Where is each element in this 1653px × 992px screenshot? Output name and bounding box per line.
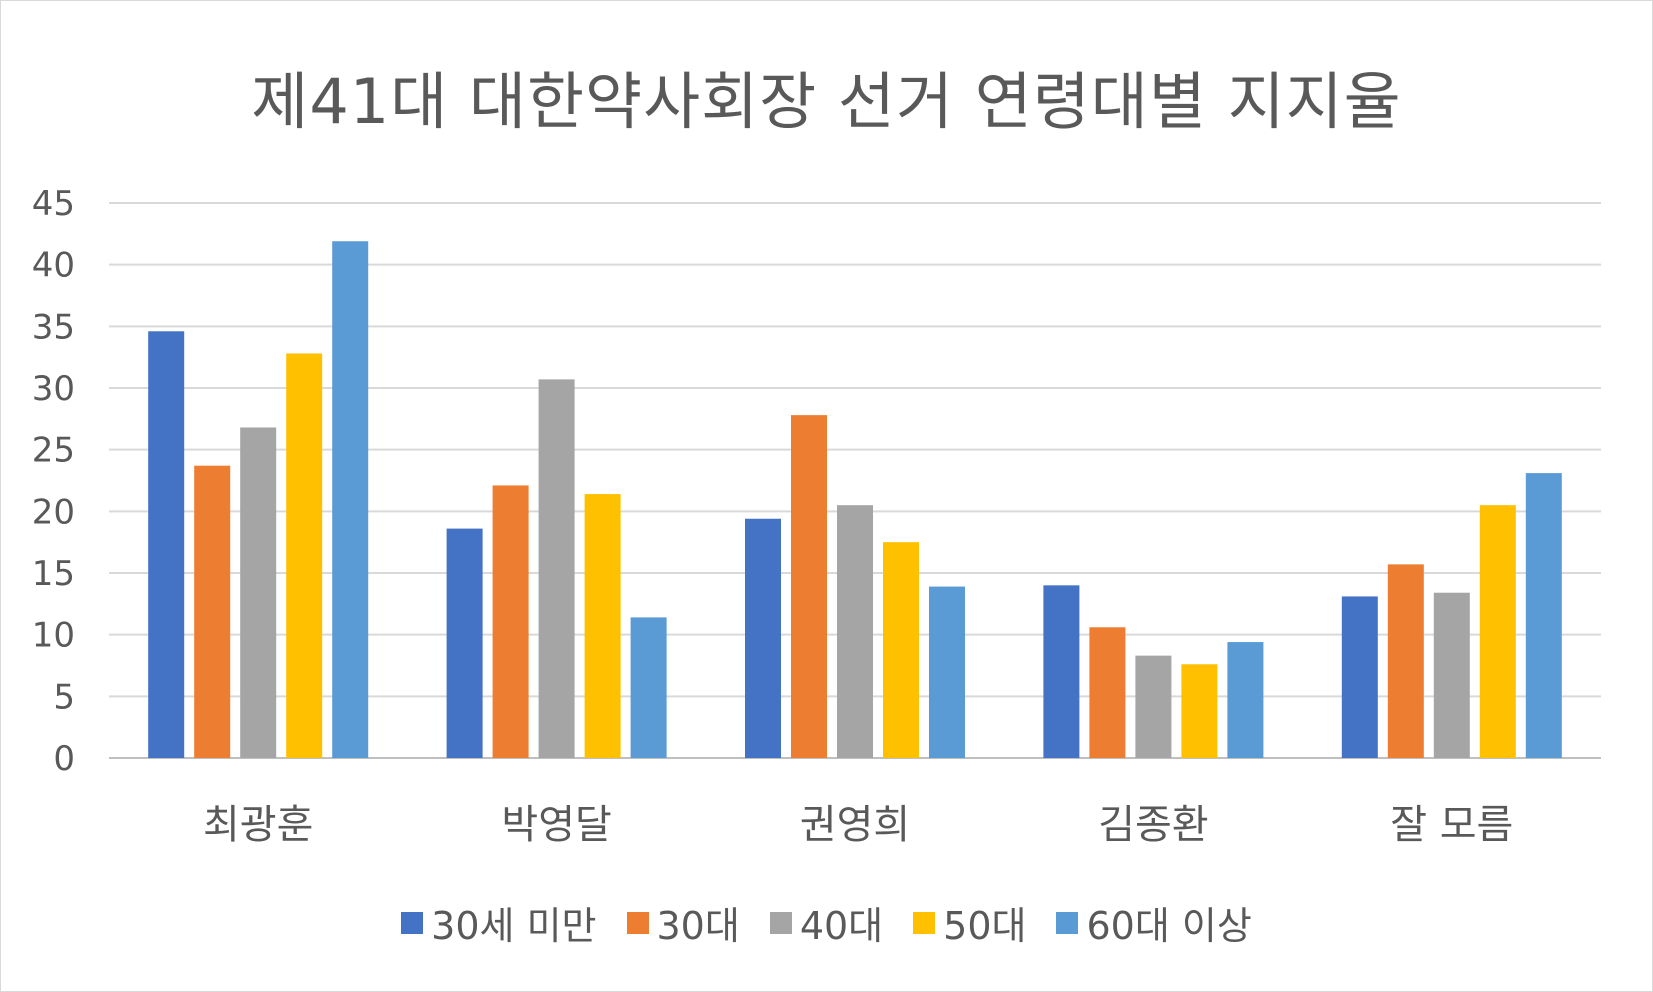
- bar: [1387, 564, 1424, 758]
- y-tick-label: 40: [32, 246, 75, 286]
- y-tick-label: 30: [32, 369, 75, 409]
- bar: [1525, 473, 1562, 758]
- y-tick-label: 10: [32, 616, 75, 656]
- legend-swatch: [1056, 911, 1079, 934]
- legend-label: 60대 이상: [1086, 904, 1252, 948]
- bar: [1043, 585, 1080, 758]
- bar: [1135, 655, 1172, 758]
- bar: [1181, 664, 1218, 758]
- legend-item: 50대: [913, 895, 1026, 950]
- chart-title: 제41대 대한약사회장 선거 연령대별 지지율: [251, 65, 1402, 138]
- bar: [584, 494, 621, 758]
- bar: [837, 505, 873, 758]
- legend-swatch: [913, 911, 936, 934]
- bar: [630, 617, 667, 758]
- legend-item: 40대: [769, 895, 884, 950]
- bar: [883, 542, 919, 758]
- x-tick-label: 권영희: [800, 802, 910, 848]
- bar: [929, 586, 965, 758]
- y-tick-label: 0: [53, 739, 75, 779]
- legend-item: 30세 미만: [401, 895, 597, 950]
- chart-legend: 30세 미만 30대 40대 50대 60대 이상: [1, 895, 1652, 950]
- legend-label: 30세 미만: [431, 904, 597, 948]
- x-tick-label: 김종환: [1098, 802, 1208, 848]
- y-tick-label: 35: [32, 307, 75, 347]
- legend-item: 30대: [626, 895, 740, 950]
- y-tick-label: 5: [53, 677, 75, 717]
- y-tick-label: 25: [32, 431, 75, 471]
- x-tick-label: 박영달: [501, 802, 611, 848]
- bar: [1227, 642, 1264, 758]
- bar: [745, 518, 781, 758]
- bar: [1433, 592, 1470, 758]
- bar: [240, 427, 277, 758]
- legend-swatch: [626, 911, 649, 934]
- bar: [446, 528, 483, 758]
- legend-label: 30대: [656, 904, 740, 948]
- bar: [1479, 505, 1516, 758]
- bar: [286, 353, 323, 758]
- legend-label: 50대: [943, 904, 1027, 948]
- bar: [1089, 627, 1126, 758]
- legend-swatch: [769, 911, 792, 934]
- bar: [492, 485, 529, 758]
- legend-swatch: [401, 911, 424, 934]
- bar: [538, 379, 575, 758]
- bar: [148, 331, 185, 758]
- y-tick-label: 15: [32, 554, 75, 594]
- bar: [791, 415, 827, 758]
- legend-label: 40대: [799, 904, 884, 948]
- bar: [194, 465, 231, 758]
- bar: [1341, 596, 1378, 758]
- y-tick-label: 45: [32, 184, 75, 224]
- bar: [332, 241, 369, 758]
- legend-item: 60대 이상: [1056, 895, 1252, 950]
- y-tick-label: 20: [32, 492, 75, 532]
- x-tick-label: 최광훈: [203, 802, 313, 848]
- x-tick-label: 잘 모름: [1390, 802, 1513, 848]
